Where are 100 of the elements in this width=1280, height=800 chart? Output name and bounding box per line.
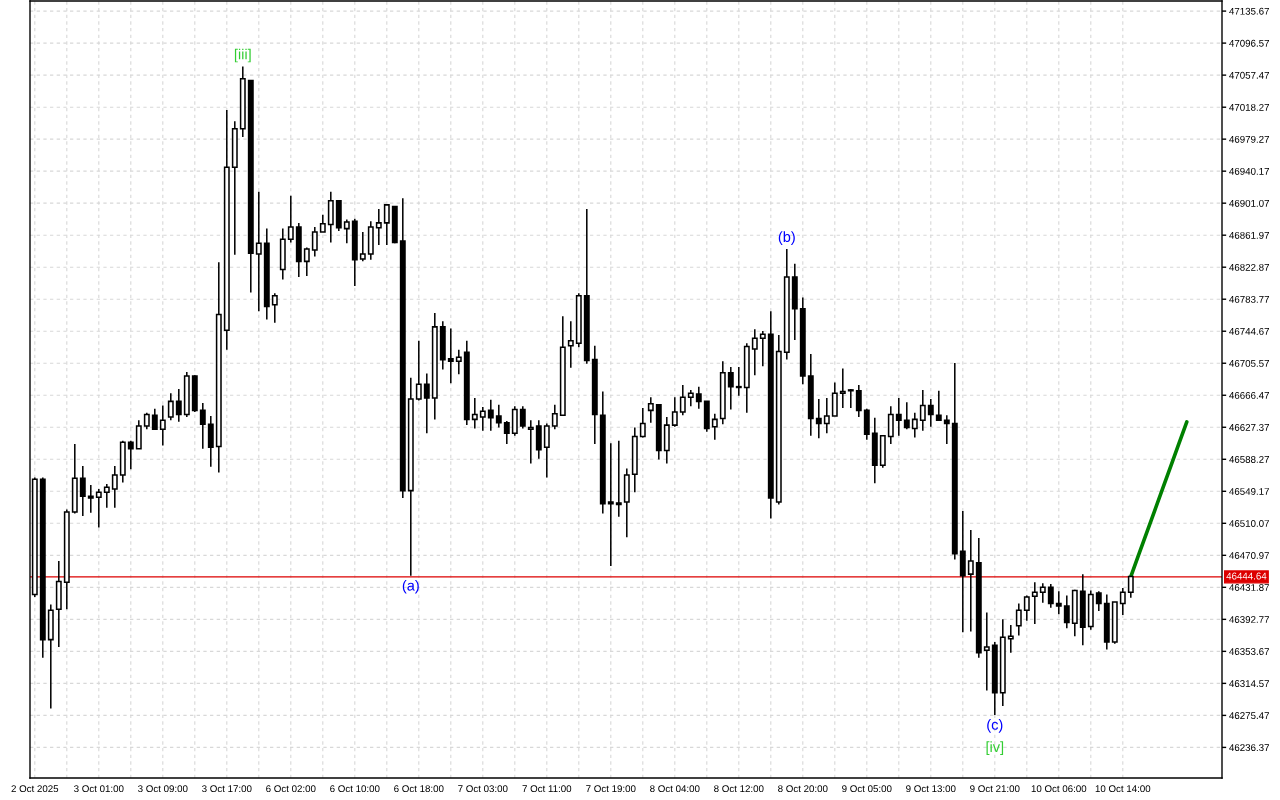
y-tick-label: 47018.27: [1229, 103, 1270, 111]
candlestick: [447, 327, 454, 385]
candlestick: [1095, 590, 1102, 612]
candlestick: [695, 385, 702, 410]
y-tick-label: 46705.57: [1229, 359, 1270, 367]
x-tick-label: 8 Oct 20:00: [778, 785, 828, 793]
y-tick-label: 46940.17: [1229, 167, 1270, 175]
x-tick-label: 6 Oct 02:00: [266, 785, 316, 793]
y-tick-label: 46861.97: [1229, 231, 1270, 239]
candlestick: [615, 439, 622, 518]
candlestick: [815, 398, 822, 439]
x-tick-label: 7 Oct 11:00: [522, 785, 572, 793]
candlestick: [423, 372, 430, 435]
candlestick: [1047, 583, 1054, 609]
candlestick: [415, 340, 422, 402]
candlestick: [167, 392, 174, 421]
x-tick-label: 9 Oct 13:00: [906, 785, 956, 793]
y-tick-label: 47096.57: [1229, 39, 1270, 47]
y-tick-label: 46236.37: [1229, 744, 1270, 752]
x-tick-label: 7 Oct 03:00: [458, 785, 508, 793]
candlestick: [639, 407, 646, 439]
x-tick-label: 10 Oct 14:00: [1095, 785, 1151, 793]
x-tick-label: 9 Oct 05:00: [842, 785, 892, 793]
candlestick: [303, 246, 310, 277]
candlestick: [1031, 581, 1038, 625]
candlestick: [1023, 594, 1030, 622]
candlestick: [567, 320, 574, 369]
candlestick: [255, 191, 262, 313]
y-tick-label: 47135.67: [1229, 7, 1270, 15]
y-tick-label: 46353.67: [1229, 648, 1270, 655]
candlestick: [847, 388, 854, 409]
x-tick-label: 7 Oct 19:00: [586, 785, 636, 793]
candlestick: [927, 398, 934, 428]
candlestick: [647, 396, 654, 424]
y-tick-label: 46392.77: [1229, 616, 1270, 623]
candlestick: [135, 419, 142, 450]
candlestick: [935, 389, 942, 422]
candlestick: [1063, 594, 1070, 629]
y-tick-label: 46431.87: [1229, 584, 1270, 591]
candlestick: [551, 403, 558, 430]
candlestick: [1055, 590, 1062, 616]
candlestick: [87, 484, 94, 514]
candlestick: [751, 328, 758, 376]
annotation: (a): [402, 579, 419, 594]
candlestick: [127, 439, 134, 471]
candlestick: [543, 422, 550, 479]
x-tick-label: 9 Oct 21:00: [970, 785, 1020, 793]
candlestick: [727, 366, 734, 411]
candlestick: [455, 349, 462, 376]
y-tick-label: 46275.47: [1229, 712, 1270, 720]
candlestick: [503, 420, 510, 445]
candlestick: [511, 405, 518, 437]
candlestick: [679, 384, 686, 417]
y-tick-label: 46588.27: [1229, 456, 1270, 463]
candlestick: [735, 366, 742, 397]
annotation: (b): [778, 231, 795, 245]
candlestick: [711, 412, 718, 441]
candlestick: [1007, 624, 1014, 654]
x-tick-label: 8 Oct 12:00: [714, 785, 764, 793]
candlestick: [159, 404, 166, 447]
candlestick: [1127, 575, 1134, 599]
candlestick: [327, 191, 334, 244]
y-tick-label: 46979.27: [1229, 135, 1270, 143]
candlestick: [1039, 582, 1046, 604]
candlestick: [607, 442, 614, 567]
candlestick: [855, 384, 862, 418]
candlestick: [1119, 587, 1126, 616]
candlestick: [207, 415, 214, 468]
candlestick: [175, 388, 182, 423]
y-tick-label: 46549.17: [1229, 488, 1270, 495]
y-tick-label: 46510.07: [1229, 520, 1270, 527]
candlestick: [271, 292, 278, 324]
candlestick: [95, 488, 102, 529]
candlestick: [903, 401, 910, 430]
annotation: (c): [987, 719, 1003, 733]
candlestick: [519, 405, 526, 430]
y-tick-label: 46744.67: [1229, 327, 1270, 335]
x-tick-label: 6 Oct 10:00: [330, 785, 380, 793]
y-tick-label: 46901.07: [1229, 199, 1270, 207]
candlestick: [983, 611, 990, 692]
candlestick: [527, 419, 534, 465]
candlestick: [535, 419, 542, 460]
x-tick-label: 3 Oct 09:00: [138, 785, 188, 793]
y-tick-label: 46627.37: [1229, 424, 1270, 431]
x-tick-label: 3 Oct 01:00: [74, 785, 124, 793]
y-tick-label: 46666.47: [1229, 391, 1270, 399]
candlestick: [759, 330, 766, 367]
candlestick: [383, 203, 390, 246]
candlestick: [919, 389, 926, 432]
annotation: [iv]: [986, 741, 1004, 755]
x-tick-label: 10 Oct 06:00: [1031, 785, 1087, 793]
candlestick: [831, 381, 838, 417]
x-tick-label: 6 Oct 18:00: [394, 785, 444, 793]
candlestick: [823, 397, 830, 435]
candlestick: [495, 403, 502, 429]
candlestick: [199, 402, 206, 450]
x-tick-label: 2 Oct 2025: [11, 785, 59, 793]
candlestick: [111, 465, 118, 509]
x-tick-label: 8 Oct 04:00: [650, 785, 700, 793]
candlestick: [311, 226, 318, 258]
